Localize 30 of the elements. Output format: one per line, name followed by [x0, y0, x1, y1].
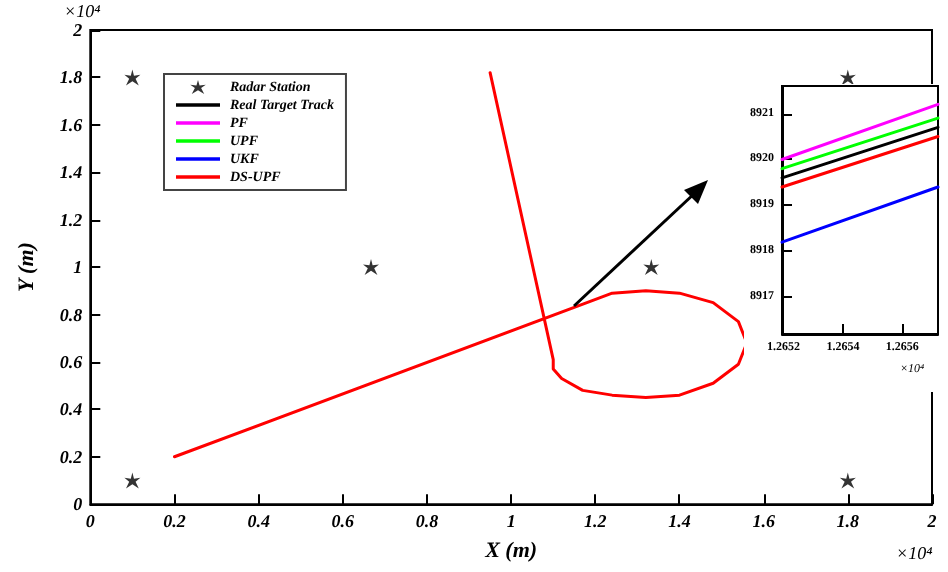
x-tick-label: 0.2: [163, 511, 187, 532]
text: ×10⁴: [896, 543, 933, 563]
x-tick-label: 1.8: [836, 511, 861, 532]
x-tick-label: 1.4: [668, 511, 692, 532]
y-tick-label: 0.4: [59, 399, 84, 420]
y-tick-label: 0.2: [59, 446, 84, 467]
x-tick-label: 2: [925, 511, 938, 532]
y-tick-label: 2: [71, 20, 84, 40]
y-tick-label: 1.6: [59, 114, 84, 135]
point: [363, 259, 380, 276]
y-tick-label: 1: [73, 257, 83, 278]
x-tick-label: 0.6: [331, 511, 356, 532]
point: [124, 472, 141, 489]
x-tick-label: 1.2: [584, 511, 608, 532]
x-tick-label: 0.4: [247, 511, 271, 532]
x-tick-label: 1: [506, 511, 516, 532]
x-axis-title: X (m): [483, 539, 538, 563]
text: ×10⁴: [64, 1, 101, 21]
line-series: [172, 71, 749, 459]
y-tick-label: 0: [73, 494, 84, 515]
y-tick-label: 1.4: [59, 162, 84, 183]
y-tick-label: 0.8: [59, 304, 84, 325]
y-tick-label: 1.8: [59, 67, 84, 88]
y-tick-label: 1.2: [59, 209, 84, 230]
point: [839, 472, 856, 489]
point: [839, 69, 856, 86]
y-axis-title: Y (m): [15, 242, 39, 293]
point: [643, 259, 660, 276]
x-tick-label: 0.8: [415, 511, 440, 532]
point: [124, 69, 141, 86]
